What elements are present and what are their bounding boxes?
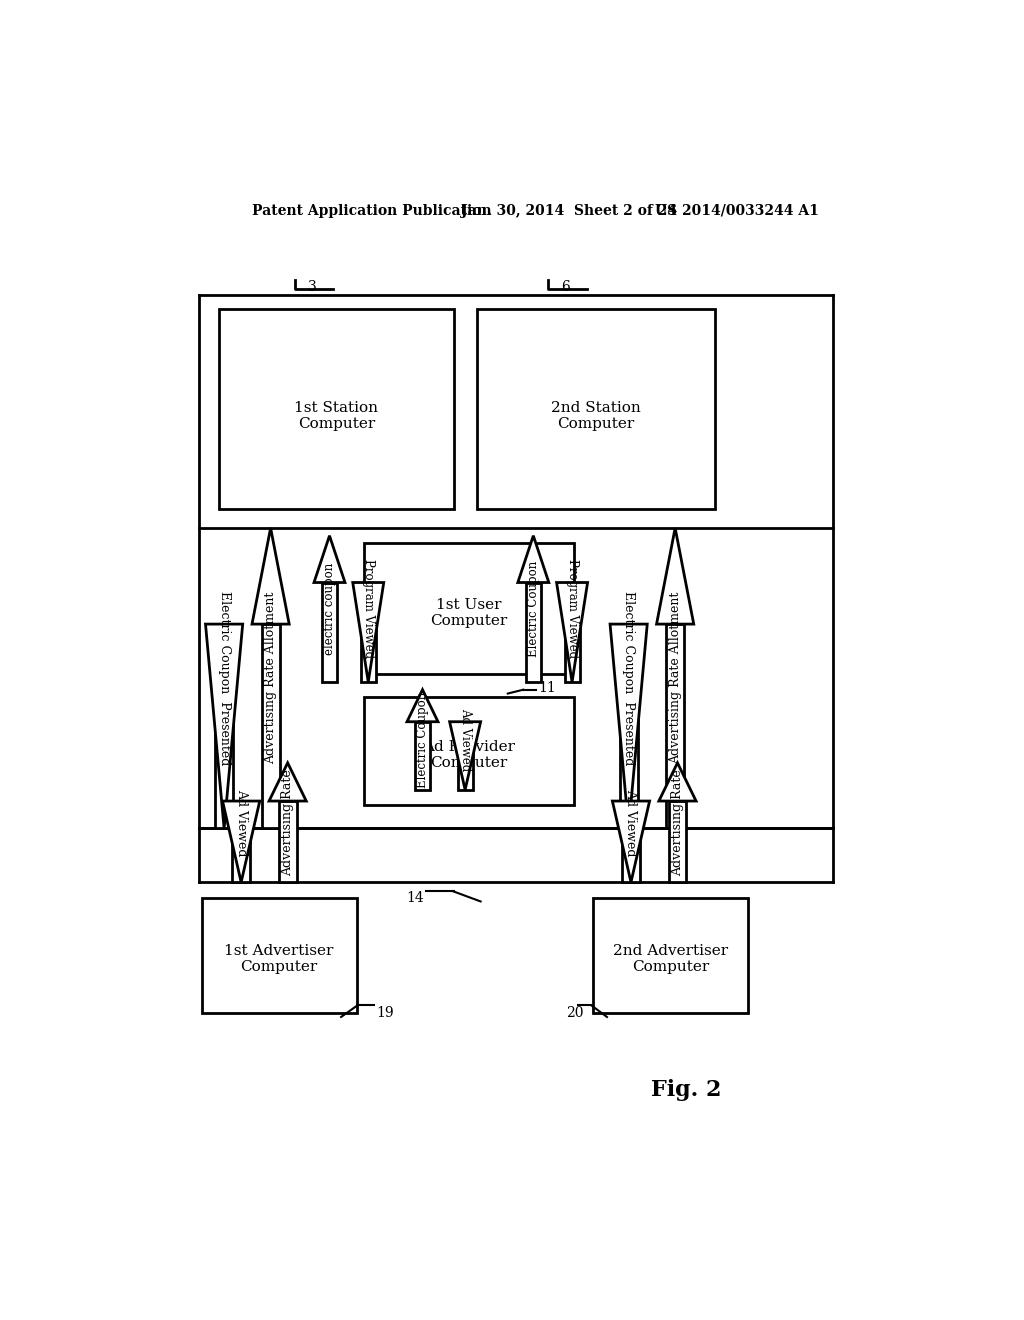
Bar (215, 624, 233, 829)
Polygon shape (222, 801, 260, 882)
Polygon shape (269, 763, 306, 801)
Text: Electric Coupon  Presented: Electric Coupon Presented (623, 591, 635, 766)
Polygon shape (610, 624, 647, 829)
Polygon shape (658, 763, 696, 801)
Text: Program Viewed: Program Viewed (565, 560, 579, 659)
Polygon shape (656, 528, 693, 624)
Text: 20: 20 (566, 1006, 584, 1020)
Bar (365, 697, 573, 805)
Text: Ad Viewed: Ad Viewed (625, 789, 638, 857)
Polygon shape (252, 528, 289, 624)
Text: 3: 3 (308, 280, 316, 294)
Text: Jan. 30, 2014  Sheet 2 of 24: Jan. 30, 2014 Sheet 2 of 24 (461, 203, 677, 218)
Text: 1st User
Computer: 1st User Computer (430, 598, 508, 628)
Polygon shape (352, 582, 384, 682)
Bar (458, 722, 472, 789)
Bar (415, 722, 430, 789)
Text: Electric Coupon: Electric Coupon (526, 561, 540, 657)
Text: US 2014/0033244 A1: US 2014/0033244 A1 (655, 203, 819, 218)
Bar (620, 624, 638, 829)
Text: 11: 11 (539, 681, 556, 696)
Bar (360, 582, 376, 682)
Text: 2nd Advertiser
Computer: 2nd Advertiser Computer (613, 944, 728, 974)
Text: Advertising Rate Allotment: Advertising Rate Allotment (669, 591, 682, 764)
Text: Advertising Rate: Advertising Rate (282, 770, 294, 876)
Text: Advertising Rate Allotment: Advertising Rate Allotment (264, 591, 278, 764)
Text: Electric Coupon: Electric Coupon (416, 692, 429, 788)
Polygon shape (407, 689, 438, 722)
Polygon shape (557, 582, 588, 682)
Bar (526, 582, 541, 682)
Text: Ad Viewed: Ad Viewed (459, 708, 472, 771)
Bar (219, 309, 454, 508)
Polygon shape (450, 722, 480, 789)
Text: Program Viewed: Program Viewed (361, 560, 375, 659)
Polygon shape (314, 536, 345, 582)
Bar (202, 898, 356, 1014)
Bar (279, 801, 297, 882)
Polygon shape (206, 624, 243, 829)
Text: Ad Provider
Computer: Ad Provider Computer (423, 741, 515, 771)
Text: Electric Coupon  Presented: Electric Coupon Presented (217, 591, 230, 766)
Text: Fig. 2: Fig. 2 (650, 1080, 721, 1101)
Bar (622, 801, 640, 882)
Polygon shape (612, 801, 649, 882)
Bar (477, 309, 716, 508)
Text: electric coupon: electric coupon (323, 562, 336, 655)
Bar (365, 544, 573, 675)
Text: 19: 19 (377, 1006, 394, 1020)
Bar (262, 624, 280, 829)
Text: Ad Viewed: Ad Viewed (234, 789, 248, 857)
Text: Patent Application Publication: Patent Application Publication (252, 203, 492, 218)
Text: 14: 14 (406, 891, 424, 904)
Polygon shape (518, 536, 549, 582)
Bar (593, 898, 748, 1014)
Text: 2nd Station
Computer: 2nd Station Computer (551, 401, 641, 432)
Text: Advertising Rate: Advertising Rate (671, 770, 684, 876)
Bar (323, 582, 337, 682)
Text: 1st Station
Computer: 1st Station Computer (295, 401, 379, 432)
Text: 1st Advertiser
Computer: 1st Advertiser Computer (224, 944, 334, 974)
Bar (669, 801, 686, 882)
Bar (564, 582, 580, 682)
Bar (667, 624, 684, 829)
Bar (232, 801, 250, 882)
Text: 6: 6 (561, 280, 570, 294)
